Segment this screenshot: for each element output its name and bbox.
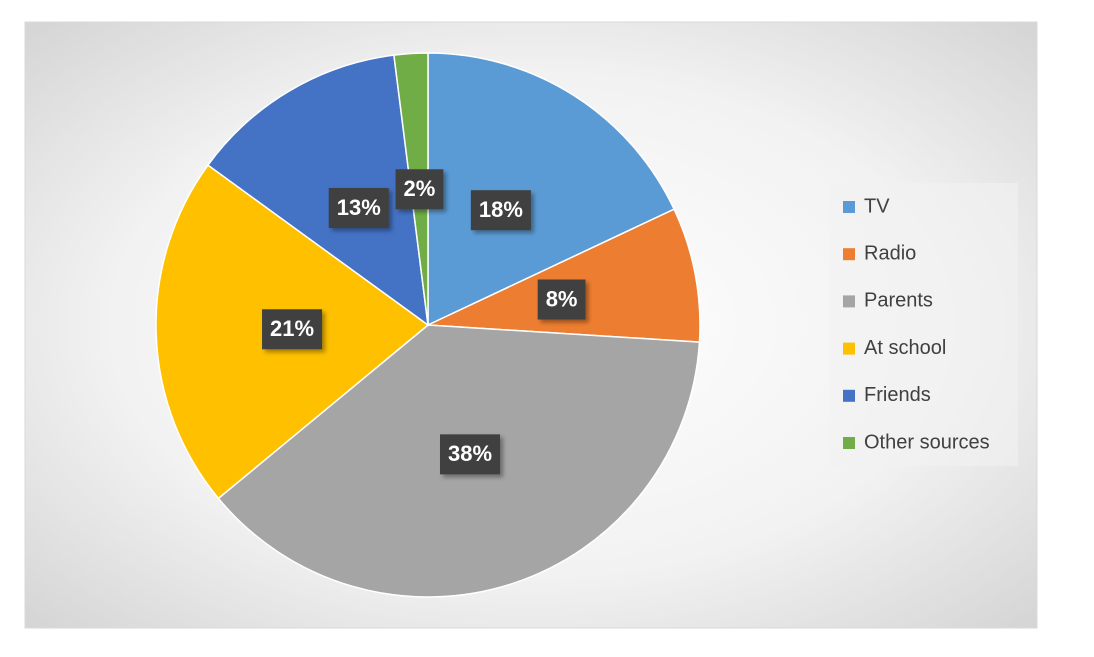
legend-label: Radio — [864, 242, 916, 264]
data-label-box — [440, 434, 501, 475]
legend-marker — [843, 389, 855, 402]
data-label-text: 18% — [479, 197, 523, 222]
legend-box — [830, 183, 1018, 466]
legend-marker — [843, 295, 855, 308]
data-label-text: 2% — [404, 176, 436, 201]
data-label-text: 21% — [270, 316, 314, 341]
data-label-box — [470, 190, 531, 231]
pie-slice — [427, 52, 676, 327]
data-label: 2% — [395, 169, 444, 210]
data-label: 8% — [537, 279, 586, 320]
data-label: 21% — [262, 309, 323, 350]
legend-marker — [843, 342, 855, 355]
legend-label: Other sources — [864, 431, 990, 453]
data-label-text: 13% — [337, 195, 381, 220]
legend-label: Friends — [864, 384, 931, 406]
data-label: 38% — [440, 434, 501, 475]
legend-marker — [843, 201, 855, 213]
data-label-text: 38% — [448, 441, 492, 466]
pie-slice — [206, 54, 429, 327]
data-label: 13% — [328, 187, 389, 228]
data-label: 18% — [470, 190, 531, 231]
data-label-box — [395, 169, 444, 210]
legend-marker — [843, 437, 855, 449]
data-label-box — [328, 187, 389, 228]
legend-marker — [843, 248, 855, 261]
legend-label: TV — [864, 195, 890, 217]
data-label-box — [537, 279, 586, 320]
data-label-text: 8% — [546, 286, 578, 311]
legend-label: At school — [864, 337, 946, 359]
legend-label: Parents — [864, 290, 933, 312]
pie-slice — [427, 208, 701, 343]
data-label-box — [262, 309, 323, 350]
